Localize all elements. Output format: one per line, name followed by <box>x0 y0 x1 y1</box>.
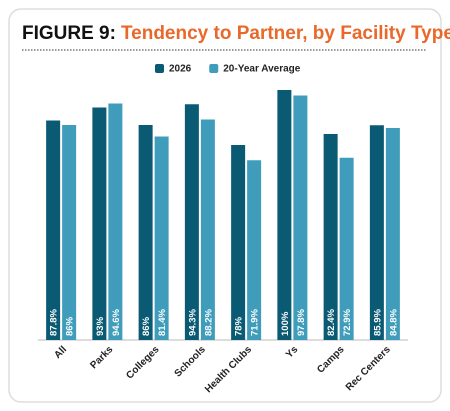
bar <box>247 160 262 340</box>
bar <box>108 103 123 340</box>
title-text: Tendency to Partner, by Facility Type <box>121 23 450 44</box>
legend-label: 20-Year Average <box>223 64 301 75</box>
value-label: 87.8% <box>49 309 60 336</box>
bar <box>277 90 292 340</box>
bar <box>184 104 199 340</box>
bar <box>46 120 61 340</box>
bar <box>293 95 308 340</box>
value-label: 94.3% <box>187 309 198 336</box>
value-label: 86% <box>65 316 76 336</box>
bar <box>369 125 384 340</box>
bar <box>138 125 153 340</box>
value-label: 85.9% <box>372 309 383 336</box>
bar <box>154 136 169 340</box>
value-label: 94.6% <box>111 309 122 336</box>
bar <box>339 157 354 340</box>
value-label: 97.8% <box>296 309 307 336</box>
value-label: 72.9% <box>342 309 353 336</box>
value-label: 93% <box>95 316 106 336</box>
value-label: 100% <box>280 311 291 336</box>
title-prefix: FIGURE 9: <box>22 23 116 44</box>
legend-label: 2026 <box>169 64 192 75</box>
value-label: 78% <box>234 316 245 336</box>
bar <box>62 125 77 340</box>
bar <box>231 145 246 340</box>
value-label: 82.4% <box>326 309 337 336</box>
value-label: 88.2% <box>203 309 214 336</box>
bar <box>200 119 215 340</box>
legend-swatch <box>209 64 219 73</box>
bar <box>385 128 400 340</box>
value-label: 84.8% <box>388 309 399 336</box>
bar <box>323 134 338 340</box>
chart-title: FIGURE 9: Tendency to Partner, by Facilit… <box>22 23 450 44</box>
value-label: 81.4% <box>157 309 168 336</box>
value-label: 86% <box>141 316 152 336</box>
bar <box>92 107 107 340</box>
legend-swatch <box>155 64 164 73</box>
value-label: 71.9% <box>250 309 261 336</box>
